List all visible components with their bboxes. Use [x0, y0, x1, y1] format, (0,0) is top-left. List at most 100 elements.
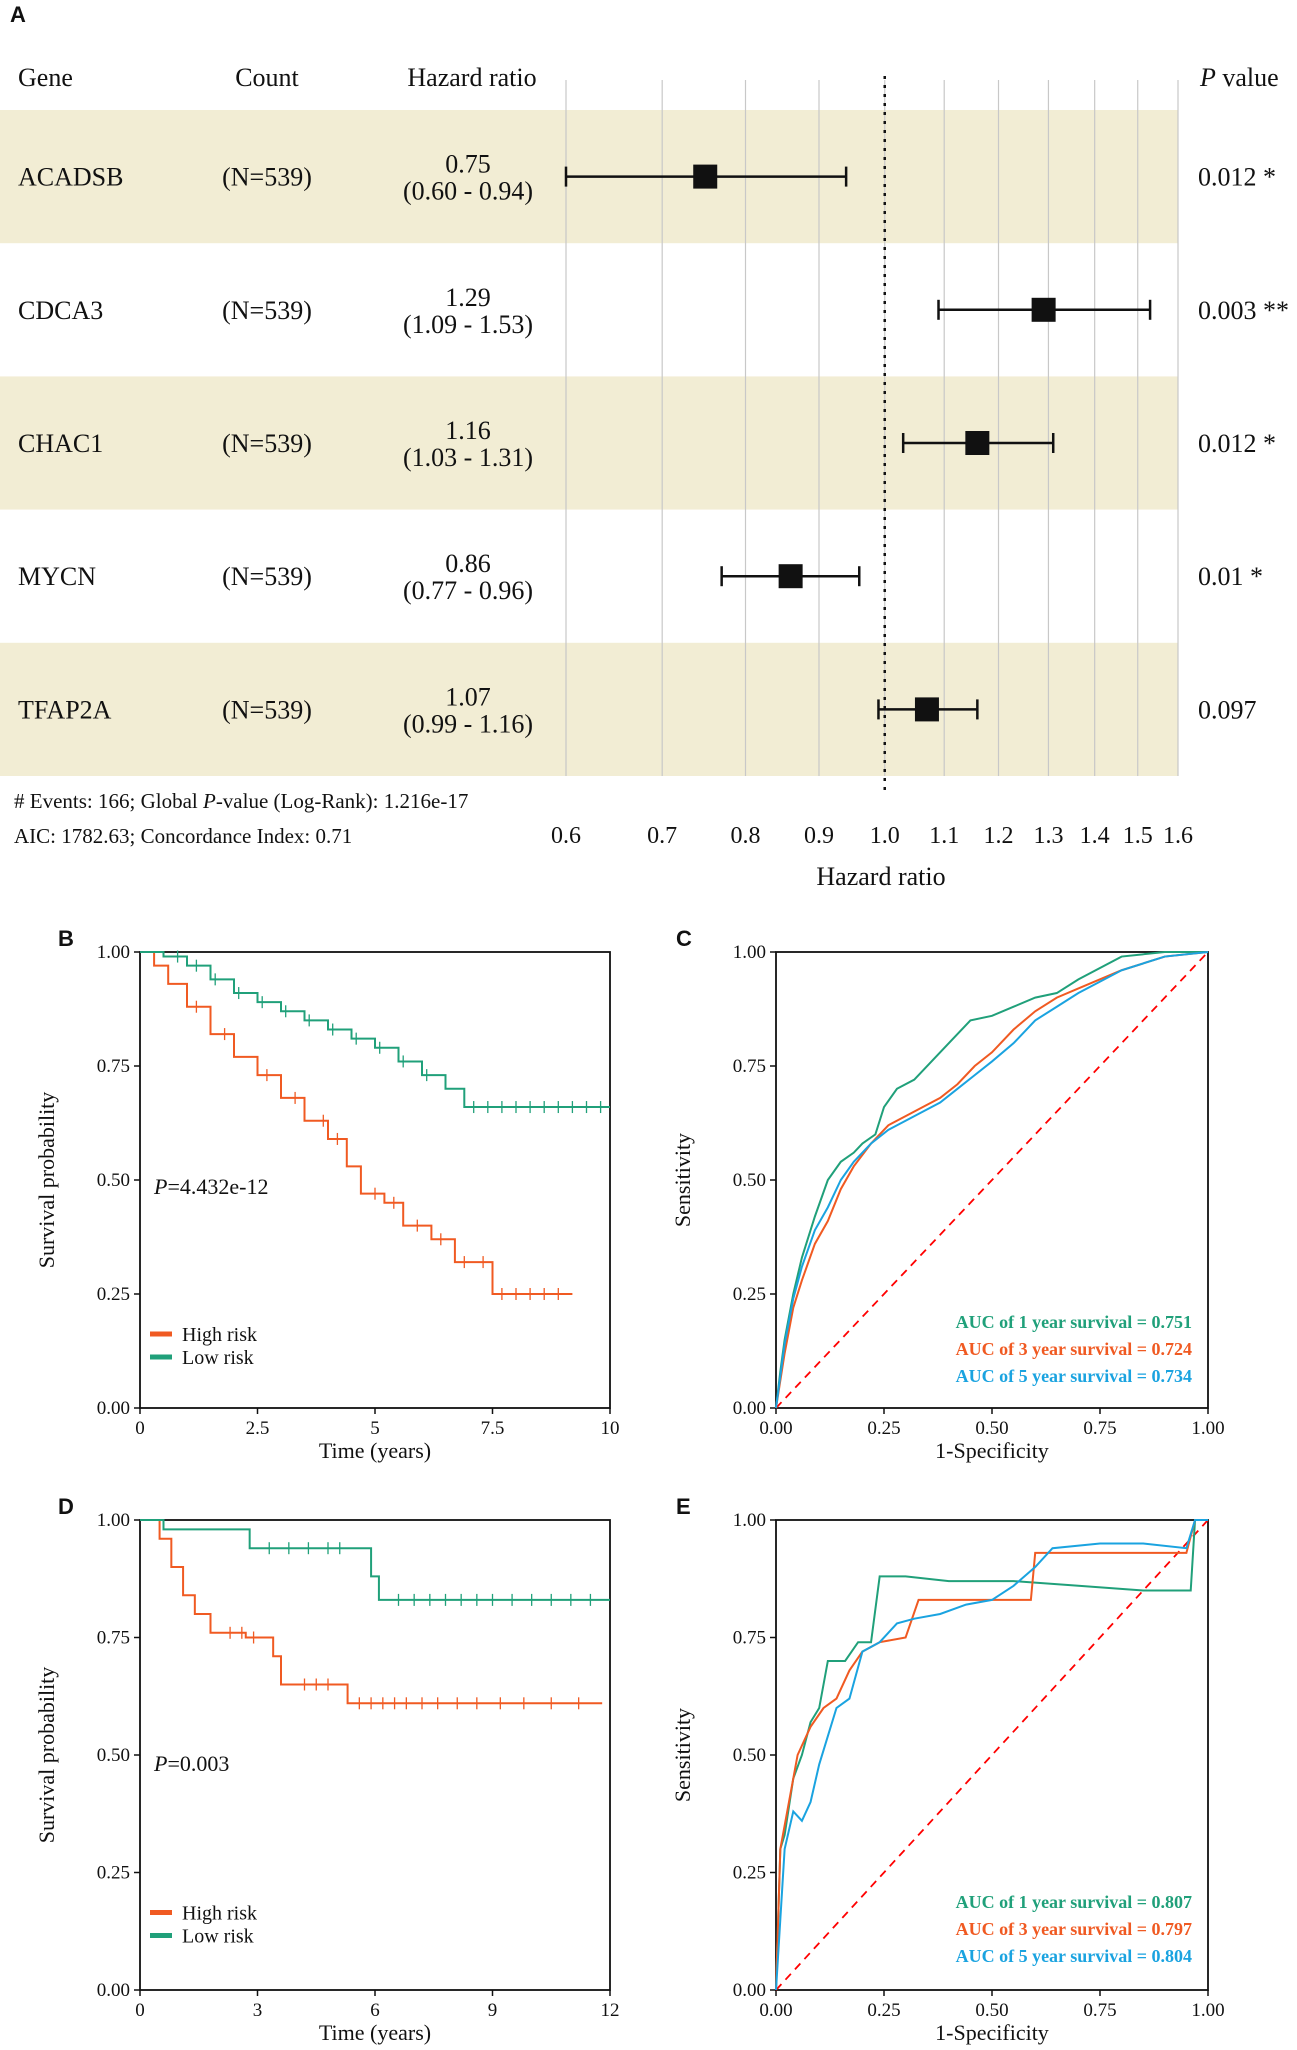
roc-e-x-tick-label-4: 1.00 [1191, 2000, 1224, 2021]
p-value-cdca3: 0.003 ** [1198, 296, 1289, 325]
gene-label-chac1: CHAC1 [18, 429, 103, 458]
panel-label-c: C [676, 926, 692, 951]
p-value-acadsb: 0.012 * [1198, 163, 1276, 192]
km-b-p-value: P=4.432e-12 [153, 1174, 268, 1199]
roc-e-y-tick-label-2: 0.50 [733, 1745, 766, 1766]
km-d-curve-high-risk [140, 1519, 603, 1705]
km-d-y-tick-label-2: 0.50 [97, 1745, 130, 1766]
panel-label-a: A [10, 2, 26, 27]
km-b-y-tick-label-3: 0.75 [97, 1056, 130, 1077]
header-p-rest: value [1216, 63, 1279, 92]
roc-c-roc-curve-1-year [775, 951, 1208, 1409]
roc-c-y-tick-label-1: 0.25 [733, 1284, 766, 1305]
km-b-x-tick-label-3: 7.5 [481, 1418, 505, 1439]
roc-c-auc-annotation-0: AUC of 1 year survival = 0.751 [956, 1312, 1192, 1332]
forest-x-axis: 0.6 0.7 0.8 0.9 1.0 1.1 1.2 1.3 1.4 1.5 1.6 [551, 823, 1193, 849]
roc-e-y-tick-label-3: 0.75 [733, 1628, 766, 1649]
panel-label-d: D [58, 1494, 74, 1519]
km-b-legend-label-0: High risk [182, 1324, 257, 1346]
hr-value-mycn: 0.86 [445, 549, 491, 578]
km-b-x-tick-label-1: 2.5 [246, 1418, 270, 1439]
roc-e-y-tick-label-1: 0.25 [733, 1863, 766, 1884]
footnote-p-italic: P [202, 789, 216, 813]
km-b-x-tick-label-2: 5 [370, 1418, 380, 1439]
forest-plot-panel: A Gene Count Hazard ratio P value ACADSB… [0, 2, 1289, 891]
roc-e-y-axis-title: Sensitivity [670, 1708, 695, 1802]
roc-c-auc-value-2: 0.734 [1152, 1366, 1193, 1386]
gene-label-tfap2a: TFAP2A [18, 695, 112, 724]
roc-c-auc-annotation-1: AUC of 3 year survival = 0.724 [956, 1339, 1192, 1359]
ci-label-tfap2a: (0.99 - 1.16) [403, 709, 533, 738]
km-d-y-tick-label-0: 0.00 [97, 1980, 130, 2001]
x-tick-label-0.8: 0.8 [731, 823, 761, 849]
hr-value-tfap2a: 1.07 [445, 682, 491, 711]
hr-point-acadsb [693, 164, 718, 189]
km-b-p-italic: P [153, 1174, 167, 1199]
count-label-tfap2a: (N=539) [222, 695, 312, 724]
roc-e-auc-value-0: 0.807 [1152, 1892, 1193, 1912]
gene-label-cdca3: CDCA3 [18, 296, 103, 325]
km-d-y-tick-label-3: 0.75 [97, 1628, 130, 1649]
km-b-y-tick-label-0: 0.00 [97, 1398, 130, 1419]
roc-e-x-axis-title: 1-Specificity [935, 2020, 1049, 2045]
km-d-p-italic: P [153, 1751, 167, 1776]
roc-c-auc-annotation-2: AUC of 5 year survival = 0.734 [956, 1366, 1192, 1386]
roc-e-auc-value-2: 0.804 [1152, 1946, 1193, 1966]
roc-c-x-axis-title: 1-Specificity [935, 1438, 1049, 1463]
header-p-italic: P [1199, 63, 1216, 92]
roc-e-auc-label-1: AUC of 3 year survival = [956, 1919, 1152, 1939]
roc-c-y-axis-title: Sensitivity [670, 1133, 695, 1227]
hr-point-chac1 [965, 431, 990, 455]
roc-e-x-tick-label-2: 0.50 [975, 2000, 1008, 2021]
ci-label-acadsb: (0.60 - 0.94) [403, 177, 533, 206]
km-d-x-tick-label-1: 3 [253, 2000, 263, 2021]
header-p-value: P value [1199, 63, 1279, 92]
x-tick-label-1.1: 1.1 [929, 823, 959, 849]
roc-e-x-tick-label-1: 0.25 [867, 2000, 900, 2021]
footnote-events-suffix: -value (Log-Rank): 1.216e-17 [216, 789, 469, 813]
header-hazard-ratio: Hazard ratio [407, 63, 536, 92]
roc-c-auc-label-1: AUC of 3 year survival = [956, 1339, 1152, 1359]
x-tick-label-1.5: 1.5 [1123, 823, 1153, 849]
km-b-x-axis-title: Time (years) [319, 1438, 431, 1463]
km-d-p-value: P=0.003 [153, 1751, 229, 1776]
km-b-x-tick-label-4: 10 [601, 1418, 620, 1439]
hr-value-acadsb: 0.75 [445, 150, 491, 179]
km-b-p-number: =4.432e-12 [167, 1174, 268, 1199]
forest-footnote-events: # Events: 166; Global P-value (Log-Rank)… [14, 789, 468, 813]
x-tick-label-1.0: 1.0 [870, 823, 900, 849]
km-b-y-tick-label-2: 0.50 [97, 1170, 130, 1191]
roc-c-x-tick-label-0: 0.00 [759, 1418, 792, 1439]
roc-c-y-tick-label-3: 0.75 [733, 1056, 766, 1077]
header-gene: Gene [18, 63, 73, 92]
roc-c-x-tick-label-4: 1.00 [1191, 1418, 1224, 1439]
roc-c-y-tick-label-4: 1.00 [733, 942, 766, 963]
panel-label-e: E [676, 1494, 691, 1519]
km-d-x-tick-label-3: 9 [488, 2000, 498, 2021]
count-label-mycn: (N=539) [222, 562, 312, 591]
hr-value-cdca3: 1.29 [445, 283, 491, 312]
x-tick-label-1.2: 1.2 [983, 823, 1013, 849]
km-d-y-tick-label-1: 0.25 [97, 1863, 130, 1884]
roc-e-auc-value-1: 0.797 [1152, 1919, 1193, 1939]
roc-plot-validation: 0.00 0.25 0.50 0.75 1.00 0.00 0.25 0.50 0.75 1.00… [670, 1510, 1225, 2045]
km-d-x-tick-label-4: 12 [601, 2000, 620, 2021]
roc-e-x-tick-label-3: 0.75 [1083, 2000, 1116, 2021]
km-b-legend-label-1: Low risk [182, 1347, 254, 1369]
roc-e-x-tick-label-0: 0.00 [759, 2000, 792, 2021]
km-d-legend-label-0: High risk [182, 1903, 257, 1925]
row-band-tfap2a [0, 642, 1178, 776]
roc-e-auc-label-2: AUC of 5 year survival = [956, 1946, 1152, 1966]
count-label-cdca3: (N=539) [222, 296, 312, 325]
hr-point-tfap2a [914, 697, 939, 722]
km-b-curve-high-risk [140, 951, 573, 1295]
x-tick-label-0.7: 0.7 [647, 823, 677, 849]
roc-c-auc-label-0: AUC of 1 year survival = [956, 1312, 1152, 1332]
roc-plot-training: 0.00 0.25 0.50 0.75 1.00 0.00 0.25 0.50 0.75 1.00… [670, 942, 1225, 1463]
forest-headers: Gene Count Hazard ratio P value [18, 63, 1279, 92]
km-d-p-number: =0.003 [167, 1751, 229, 1776]
roc-c-auc-value-1: 0.724 [1152, 1339, 1193, 1359]
p-value-mycn: 0.01 * [1198, 562, 1263, 591]
roc-e-y-tick-label-0: 0.00 [733, 1980, 766, 2001]
